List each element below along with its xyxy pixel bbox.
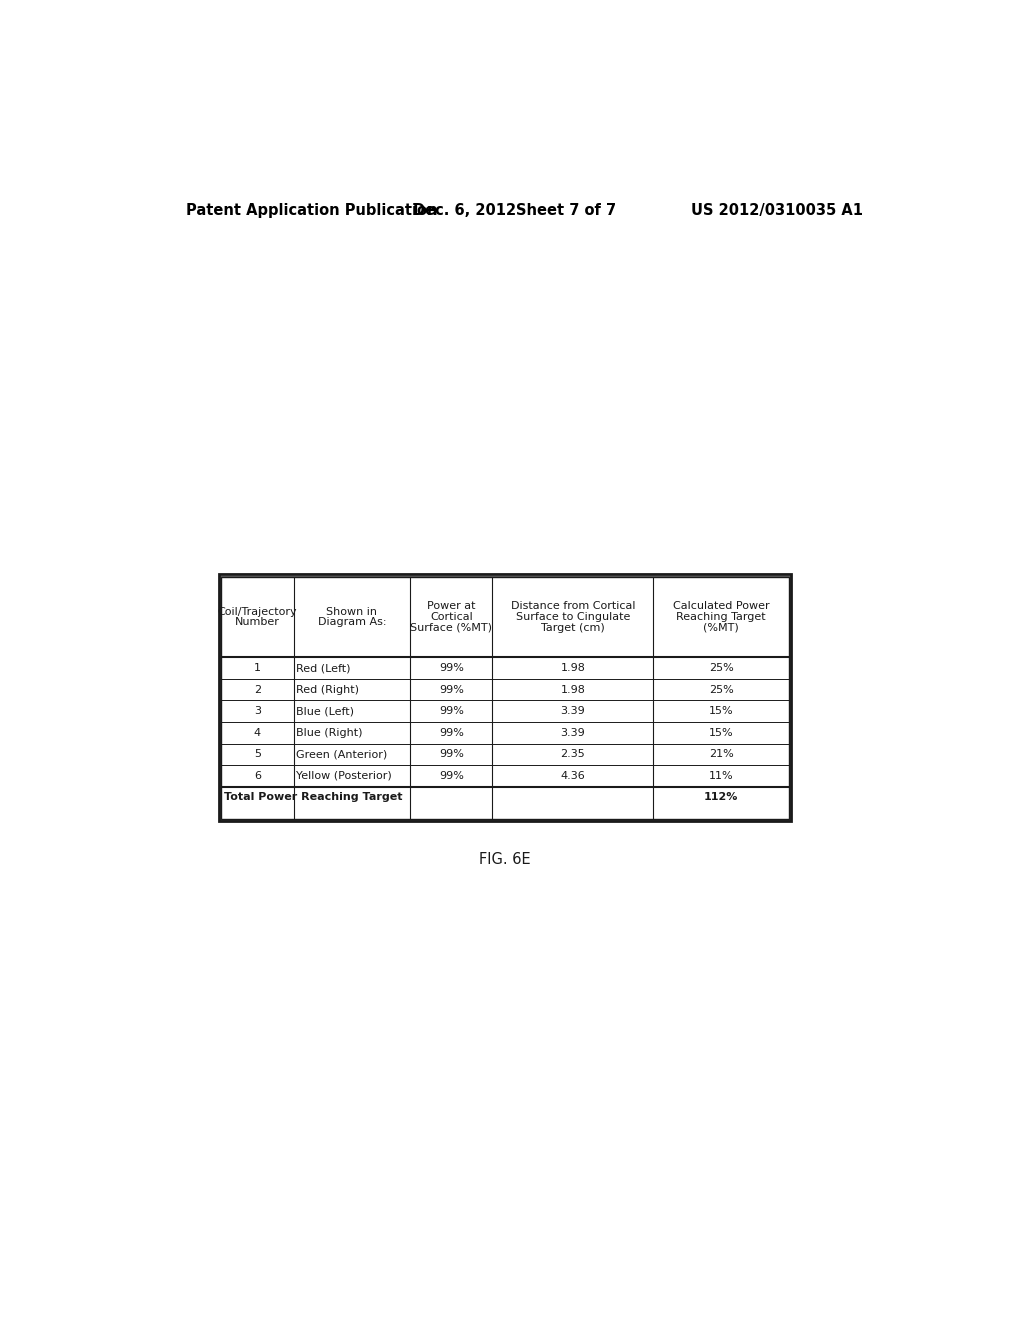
Text: Red (Left): Red (Left) — [296, 663, 350, 673]
Text: 99%: 99% — [439, 727, 464, 738]
Text: Red (Right): Red (Right) — [296, 685, 359, 694]
Text: 1: 1 — [254, 663, 261, 673]
Text: Reaching Target: Reaching Target — [677, 612, 766, 622]
Text: 1.98: 1.98 — [560, 663, 586, 673]
Bar — [220, 576, 790, 820]
Text: 5: 5 — [254, 750, 261, 759]
Text: 21%: 21% — [709, 750, 733, 759]
Text: 3: 3 — [254, 706, 261, 717]
Text: 3.39: 3.39 — [560, 706, 586, 717]
Text: 15%: 15% — [709, 706, 733, 717]
Text: Shown in: Shown in — [327, 607, 378, 616]
Text: Surface to Cingulate: Surface to Cingulate — [516, 612, 630, 622]
Text: 25%: 25% — [709, 663, 733, 673]
Text: 1.98: 1.98 — [560, 685, 586, 694]
Text: Yellow (Posterior): Yellow (Posterior) — [296, 771, 391, 781]
Text: Coil/Trajectory: Coil/Trajectory — [217, 607, 297, 616]
Text: 3.39: 3.39 — [560, 727, 586, 738]
Text: 99%: 99% — [439, 750, 464, 759]
Text: Sheet 7 of 7: Sheet 7 of 7 — [515, 203, 615, 218]
Text: Cortical: Cortical — [430, 612, 473, 622]
Text: FIG. 6E: FIG. 6E — [479, 851, 530, 867]
Text: 99%: 99% — [439, 663, 464, 673]
Text: Green (Anterior): Green (Anterior) — [296, 750, 387, 759]
Text: Total Power Reaching Target: Total Power Reaching Target — [224, 792, 402, 803]
Text: 15%: 15% — [709, 727, 733, 738]
Bar — [219, 574, 792, 821]
Text: Distance from Cortical: Distance from Cortical — [511, 601, 635, 611]
Text: 99%: 99% — [439, 685, 464, 694]
Text: 2: 2 — [254, 685, 261, 694]
Text: 4: 4 — [254, 727, 261, 738]
Text: 99%: 99% — [439, 706, 464, 717]
Text: 25%: 25% — [709, 685, 733, 694]
Text: 2.35: 2.35 — [560, 750, 586, 759]
Text: 11%: 11% — [709, 771, 733, 781]
Text: 4.36: 4.36 — [560, 771, 586, 781]
Text: Target (cm): Target (cm) — [541, 623, 605, 632]
Text: 6: 6 — [254, 771, 261, 781]
Text: 112%: 112% — [705, 792, 738, 803]
Bar — [221, 577, 790, 818]
Text: Power at: Power at — [427, 601, 475, 611]
Text: Number: Number — [234, 618, 280, 627]
Text: Patent Application Publication: Patent Application Publication — [186, 203, 437, 218]
Text: Calculated Power: Calculated Power — [673, 601, 769, 611]
Text: 99%: 99% — [439, 771, 464, 781]
Text: Surface (%MT): Surface (%MT) — [411, 623, 493, 632]
Text: US 2012/0310035 A1: US 2012/0310035 A1 — [690, 203, 862, 218]
Text: Dec. 6, 2012: Dec. 6, 2012 — [414, 203, 516, 218]
Text: Blue (Left): Blue (Left) — [296, 706, 354, 717]
Text: Blue (Right): Blue (Right) — [296, 727, 362, 738]
Text: Diagram As:: Diagram As: — [317, 618, 386, 627]
Text: (%MT): (%MT) — [703, 623, 739, 632]
